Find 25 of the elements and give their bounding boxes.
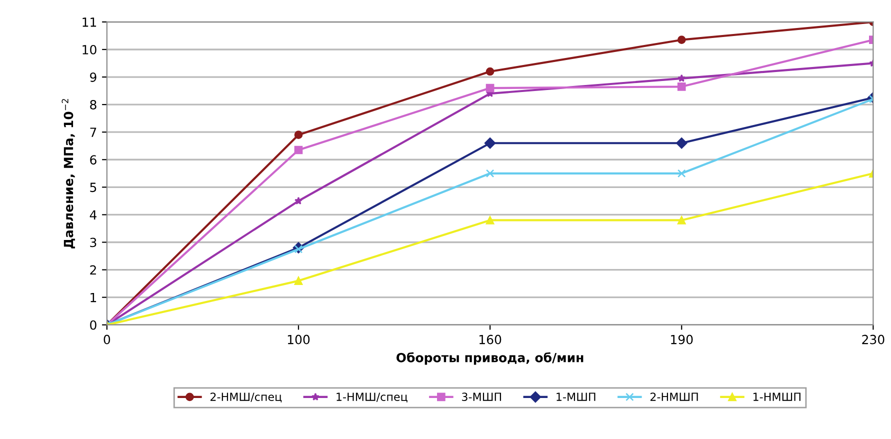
x-tick-label: 100 (288, 334, 310, 344)
x-tick-label: 160 (479, 334, 502, 344)
legend-label: 3-МШП (462, 392, 502, 402)
y-tick-label: 2 (90, 265, 96, 275)
legend-label: 1-НМШП (753, 392, 800, 401)
legend-label: 2-НМШП (650, 392, 698, 401)
y-tick-label: 3 (90, 238, 96, 248)
y-tick-label: 10 (82, 44, 96, 54)
x-tick-label: 0 (104, 334, 110, 344)
y-tick-label: 9 (90, 72, 96, 82)
y-tick-label: 1 (90, 292, 96, 302)
y-tick-label: 11 (82, 18, 96, 27)
x-tick-label: 190 (671, 334, 693, 344)
y-tick-label: 5 (90, 182, 96, 192)
x-tick-label: 230 (862, 334, 884, 344)
legend-label: 2-НМШ/спец (210, 392, 282, 402)
y-tick-label: 7 (90, 128, 96, 137)
y-tick-label: 4 (90, 210, 96, 220)
y-tick-label: 6 (90, 155, 96, 165)
y-tick-label: 0 (90, 320, 96, 330)
y-axis-title: Давление, МПа, 10$^{−2}$ (62, 99, 75, 248)
x-axis-title: Обороты привода, об/мин (396, 352, 584, 365)
legend-label: 1-МШП (556, 392, 596, 401)
legend-label: 1-НМШ/спец (336, 392, 408, 402)
y-tick-label: 8 (90, 100, 96, 110)
